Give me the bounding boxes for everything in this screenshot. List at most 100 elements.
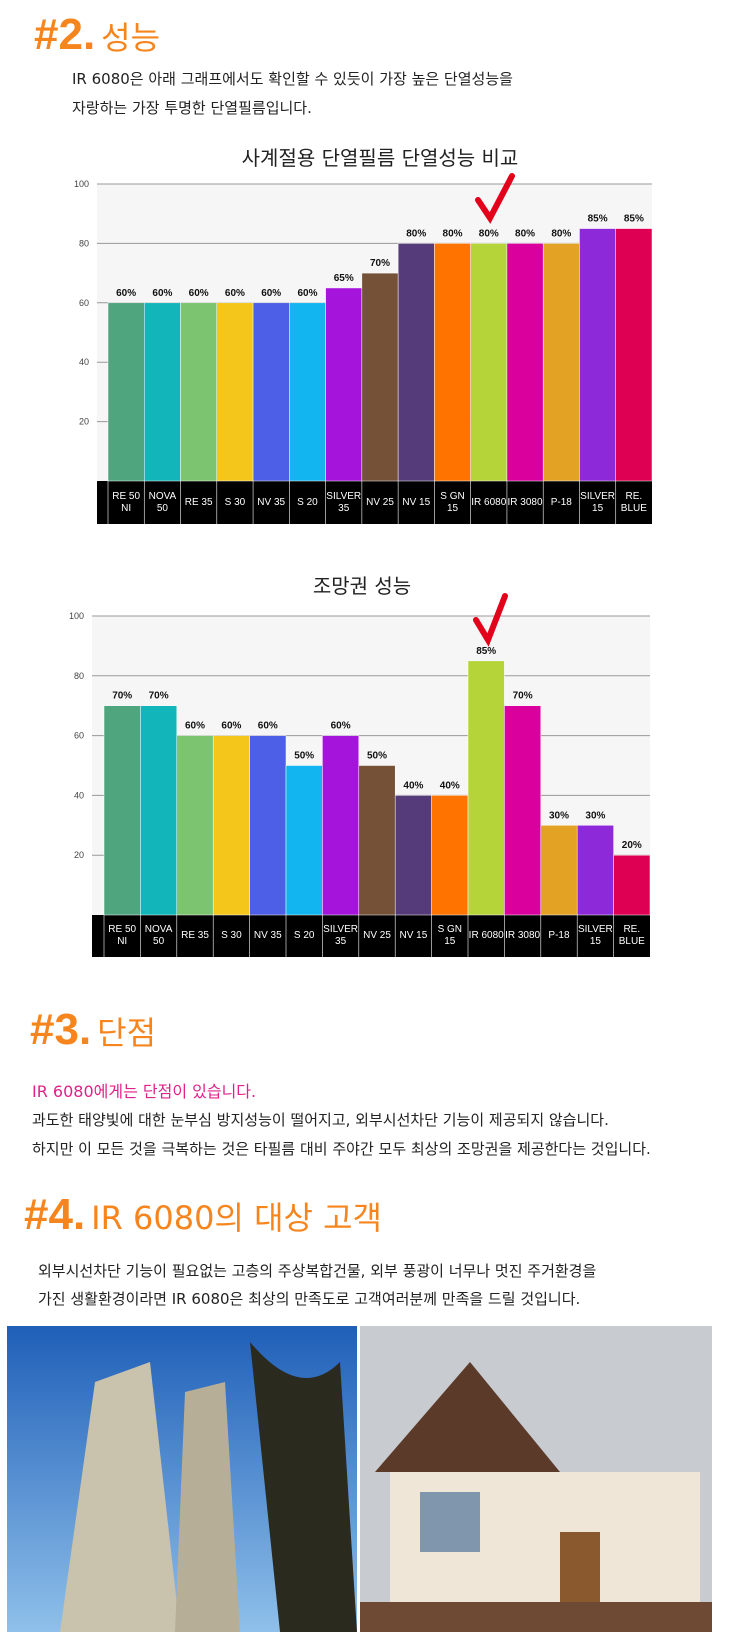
bar	[285, 765, 323, 916]
x-tick-label: RE. BLUE	[618, 924, 645, 947]
bar	[394, 795, 432, 916]
x-tick-label: NV 35	[257, 496, 286, 508]
x-tick-label: P-18	[548, 930, 570, 941]
bar	[540, 825, 578, 916]
y-tick-label: 100	[69, 611, 84, 621]
x-tick-label: S 20	[297, 496, 318, 508]
photos	[7, 1326, 712, 1632]
section-number: #4.	[24, 1190, 86, 1239]
x-tick-label: NV 25	[366, 496, 394, 508]
chart-title: 사계절용 단열필름 단열성능 비교	[241, 146, 519, 170]
x-tick-label: IR 6080	[468, 930, 504, 941]
bar	[180, 302, 218, 482]
value-label: 80%	[443, 228, 463, 239]
value-label: 60%	[116, 288, 136, 299]
x-tick-label: NV 15	[399, 930, 428, 941]
bar	[107, 302, 145, 482]
value-label: 80%	[479, 228, 499, 239]
value-label: 30%	[549, 810, 569, 821]
bar	[613, 854, 651, 916]
bar	[216, 302, 254, 482]
bar	[615, 228, 653, 482]
value-label: 70%	[112, 691, 132, 702]
x-tick-label: S 20	[293, 930, 315, 941]
x-tick-label: RE 50 NI	[112, 490, 141, 514]
bar	[103, 705, 141, 916]
y-tick-label: 60	[79, 298, 89, 308]
bar	[322, 735, 360, 916]
bar	[252, 302, 290, 482]
y-tick-label: 40	[79, 357, 89, 367]
value-label: 60%	[221, 721, 241, 732]
text-line: 과도한 태양빛에 대한 눈부심 방지성능이 떨어지고, 외부시선차단 기능이 제…	[32, 1111, 609, 1129]
value-label: 20%	[622, 840, 642, 851]
bar	[434, 243, 471, 482]
x-tick-label: RE 35	[181, 930, 209, 941]
x-tick-label: IR 3080	[505, 930, 541, 941]
value-label: 60%	[185, 721, 205, 732]
section-title: IR 6080의 대상 고객	[91, 1199, 382, 1237]
y-tick-label: 20	[79, 417, 89, 427]
x-tick-label: SILVER 15	[577, 924, 613, 947]
x-tick-label: S 30	[221, 930, 242, 941]
x-tick-label: SILVER 35	[326, 490, 362, 514]
y-tick-label: 100	[74, 179, 89, 189]
x-tick-label: P-18	[550, 496, 572, 508]
window	[420, 1492, 480, 1552]
bar	[176, 735, 214, 916]
section-header: #2. 성능	[34, 10, 160, 60]
bar	[470, 243, 508, 482]
bar	[249, 735, 287, 916]
value-label: 40%	[403, 780, 423, 791]
section-title: 성능	[101, 19, 161, 57]
x-tick-label: S 30	[224, 496, 246, 508]
value-label: 30%	[585, 810, 605, 821]
bar	[212, 735, 250, 916]
value-label: 60%	[297, 288, 317, 299]
value-label: 40%	[440, 780, 460, 791]
y-tick-label: 40	[74, 790, 84, 800]
value-label: 85%	[588, 214, 608, 225]
category-band	[92, 915, 650, 957]
value-label: 85%	[624, 214, 644, 225]
text-line: 가진 생활환경이라면 IR 6080은 최상의 만족도로 고객여러분께 만족을 …	[38, 1290, 581, 1308]
x-tick-label: RE 50 NI	[108, 924, 137, 947]
value-label: 80%	[515, 228, 535, 239]
bar	[144, 302, 181, 482]
tree	[250, 1342, 357, 1632]
value-label: 60%	[331, 721, 351, 732]
x-tick-label: IR 3080	[507, 496, 543, 508]
x-tick-label: SILVER 15	[580, 490, 615, 514]
x-tick-label: S GN 15	[437, 924, 463, 947]
value-label: 50%	[367, 751, 387, 762]
chart-title: 조망권 성능	[312, 574, 412, 598]
value-label: 50%	[294, 751, 314, 762]
roof	[375, 1362, 560, 1472]
x-tick-label: RE. BLUE	[620, 490, 647, 514]
value-label: 85%	[476, 646, 496, 657]
bar	[325, 287, 363, 482]
x-tick-label: NV 15	[402, 496, 431, 508]
bar	[397, 243, 435, 482]
highlight-line: IR 6080에게는 단점이 있습니다.	[32, 1082, 257, 1101]
text-line: 자랑하는 가장 투명한 단열필름입니다.	[72, 99, 312, 117]
y-tick-label: 20	[74, 850, 84, 860]
value-label: 80%	[551, 228, 571, 239]
check-mark	[475, 173, 515, 224]
text-line: 외부시선차단 기능이 필요없는 고층의 주상복합건물, 외부 풍광이 너무나 멋…	[38, 1262, 597, 1280]
value-label: 65%	[334, 273, 354, 284]
value-label: 60%	[152, 288, 172, 299]
door	[560, 1532, 600, 1602]
value-label: 70%	[149, 691, 169, 702]
bar	[361, 272, 399, 482]
tower	[60, 1362, 180, 1632]
y-tick-label: 80	[74, 671, 84, 681]
tower	[175, 1382, 240, 1632]
value-label: 60%	[258, 721, 278, 732]
bar	[506, 243, 544, 482]
x-tick-label: SILVER 35	[323, 924, 358, 947]
bar	[358, 765, 396, 916]
section-title: 단점	[97, 1014, 157, 1052]
y-tick-label: 80	[79, 238, 89, 248]
